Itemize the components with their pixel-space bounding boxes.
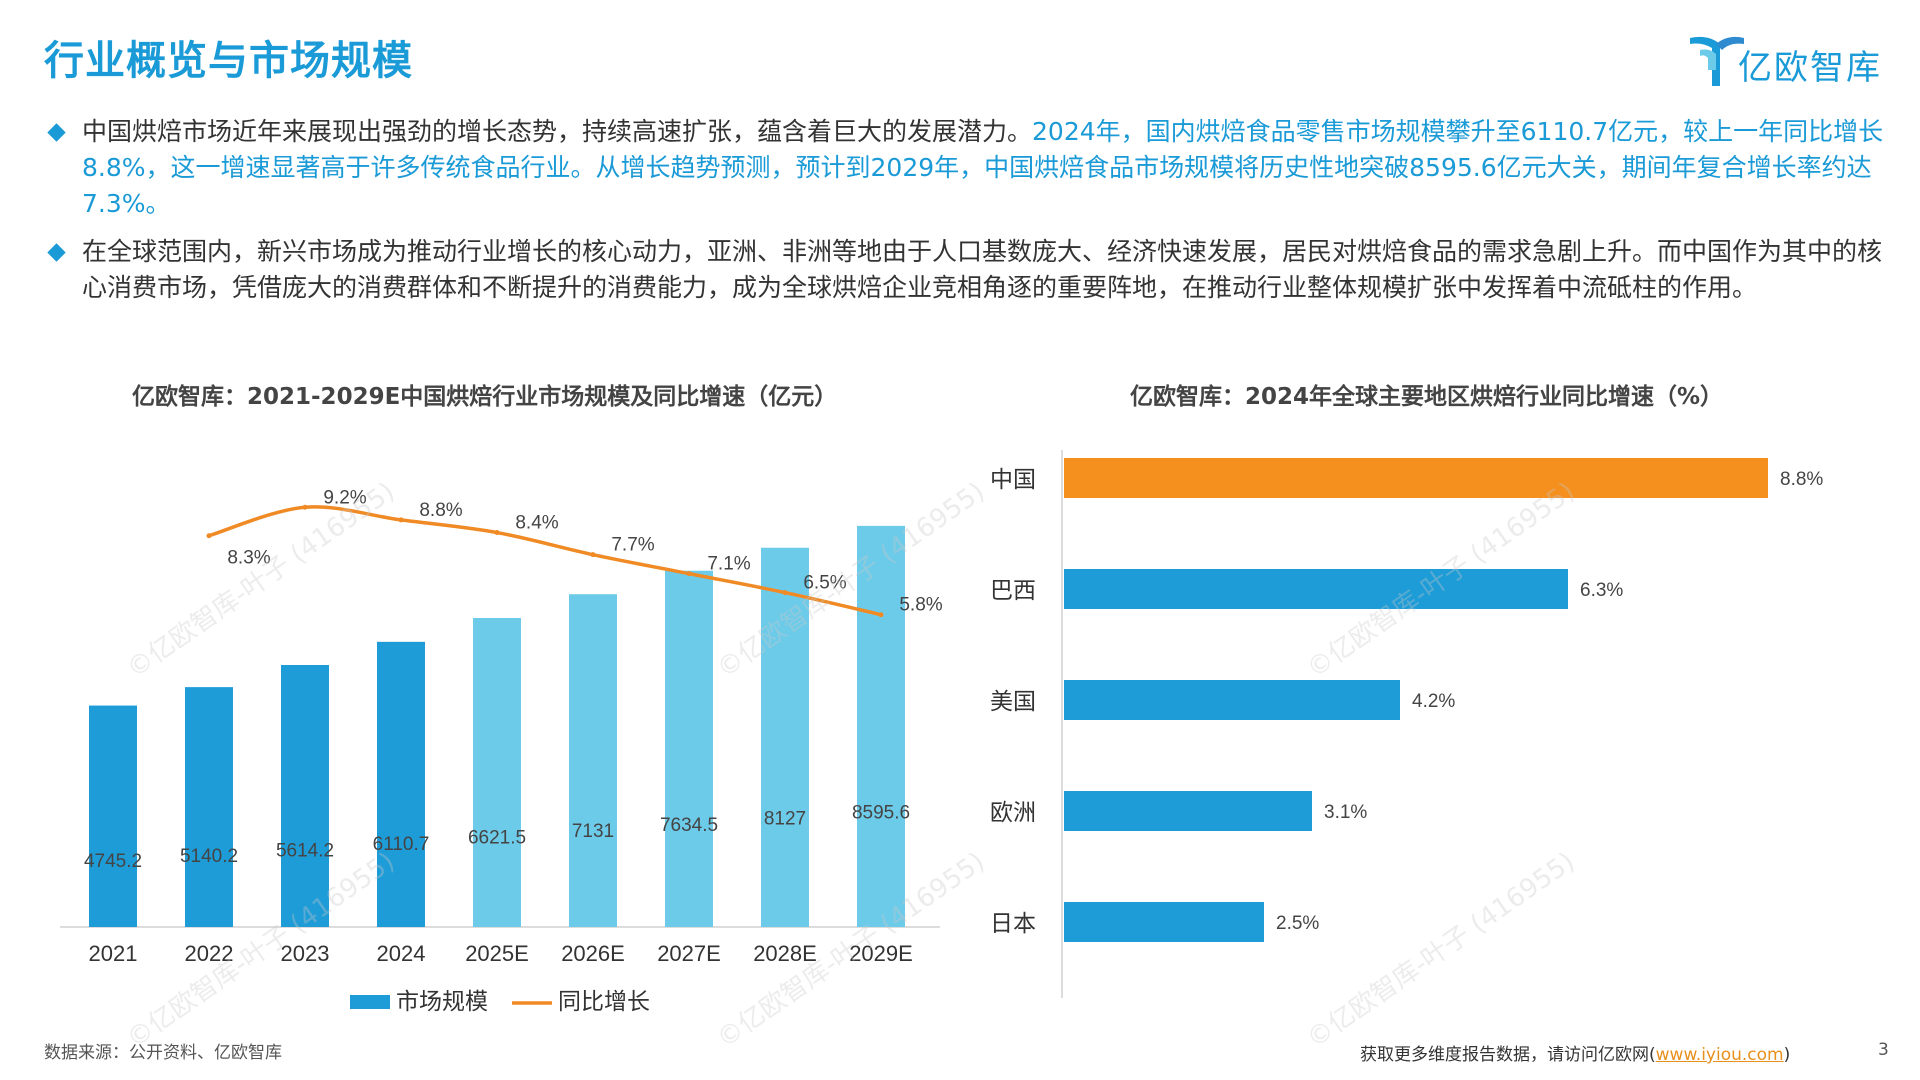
bar-data-label: 7131 [572, 821, 614, 842]
growth-data-label: 8.4% [515, 513, 558, 534]
growth-data-label: 9.2% [323, 487, 366, 508]
bar-data-label: 6.3% [1580, 580, 1623, 601]
bar-market-size [569, 594, 617, 927]
diamond-bullet-icon [47, 123, 66, 142]
bar-data-label: 6110.7 [373, 834, 430, 855]
region-growth-chart: 8.8% 中国 6.3% 巴西 4.2% 美国 3.1% 欧洲 2.5% 日本 [990, 450, 1823, 998]
bar-region-growth [1064, 791, 1312, 831]
bar-region-growth [1064, 458, 1768, 498]
growth-data-label: 8.3% [227, 548, 270, 569]
bullet-item: 在全球范围内，新兴市场成为推动行业增长的核心动力，亚洲、非洲等地由于人口基数庞大… [44, 234, 1894, 306]
x-tick-label: 2021 [89, 941, 138, 966]
growth-point [686, 571, 692, 577]
y-tick-label: 巴西 [990, 577, 1036, 603]
legend-swatch-market-size [350, 995, 390, 1009]
bullet-text: 在全球范围内，新兴市场成为推动行业增长的核心动力，亚洲、非洲等地由于人口基数庞大… [82, 237, 1883, 302]
growth-data-label: 7.7% [611, 535, 654, 556]
bar-data-label: 5614.2 [276, 840, 334, 861]
bar-region-growth [1064, 569, 1568, 609]
diamond-bullet-icon [47, 243, 66, 262]
bar-data-label: 8595.6 [852, 803, 910, 824]
bullet-highlight-text: 2024年，国内烘焙食品零售市场规模攀升至6110.7亿元，较上一年同比增长8.… [82, 117, 1884, 218]
iyiou-link[interactable]: www.iyiou.com [1655, 1045, 1784, 1065]
bullet-text: 中国烘焙市场近年来展现出强劲的增长态势，持续高速扩张，蕴含着巨大的发展潜力。 [82, 117, 1033, 146]
bar-market-size [89, 705, 137, 927]
bar-data-label: 7634.5 [660, 815, 718, 836]
x-tick-label: 2027E [657, 941, 721, 966]
chart-title-region-growth: 亿欧智库：2024年全球主要地区烘焙行业同比增速（%） [1130, 384, 1724, 410]
growth-data-label: 5.8% [899, 595, 942, 616]
footer-more-prefix: 获取更多维度报告数据，请访问亿欧网( [1360, 1045, 1656, 1065]
growth-data-label: 7.1% [707, 554, 750, 575]
y-tick-label: 美国 [990, 688, 1036, 714]
bar-data-label: 3.1% [1324, 802, 1367, 823]
legend-label-market-size: 市场规模 [396, 988, 488, 1014]
bar-data-label: 5140.2 [180, 846, 238, 867]
page-title: 行业概览与市场规模 [44, 38, 413, 84]
growth-point [398, 517, 404, 523]
bar-data-label: 4745.2 [84, 851, 142, 872]
market-size-chart: 4745.2 2021 5140.2 2022 5614.2 2023 6110.7 2024… [60, 487, 943, 1014]
growth-data-label: 6.5% [803, 573, 846, 594]
growth-point [206, 533, 212, 539]
data-source: 数据来源：公开资料、亿欧智库 [44, 1043, 282, 1063]
x-tick-label: 2026E [561, 941, 625, 966]
bar-market-size [377, 641, 425, 927]
page-number: 3 [1878, 1040, 1889, 1060]
bullet-item: 中国烘焙市场近年来展现出强劲的增长态势，持续高速扩张，蕴含着巨大的发展潜力。20… [44, 114, 1894, 222]
footer-more-suffix: ) [1783, 1045, 1791, 1065]
x-tick-label: 2028E [753, 941, 817, 966]
bar-market-size [473, 617, 521, 927]
bar-data-label: 4.2% [1412, 691, 1455, 712]
x-tick-label: 2025E [465, 941, 529, 966]
growth-data-label: 8.8% [419, 500, 462, 521]
logo-icon [1690, 36, 1744, 86]
footer-more-info: 获取更多维度报告数据，请访问亿欧网(www.iyiou.com) [1360, 1040, 1790, 1065]
x-tick-label: 2024 [377, 941, 426, 966]
bar-market-size [185, 687, 233, 927]
logo-text: 亿欧智库 [1738, 48, 1882, 88]
bar-region-growth [1064, 902, 1264, 942]
bar-data-label: 8.8% [1780, 469, 1823, 490]
bar-market-size [665, 570, 713, 927]
growth-point [494, 530, 500, 536]
growth-point [590, 552, 596, 558]
summary-bullets: 中国烘焙市场近年来展现出强劲的增长态势，持续高速扩张，蕴含着巨大的发展潜力。20… [44, 114, 1894, 318]
bar-market-size [281, 665, 329, 927]
y-tick-label: 日本 [990, 910, 1036, 936]
bar-market-size [761, 547, 809, 927]
y-tick-label: 欧洲 [990, 799, 1036, 825]
bar-data-label: 8127 [764, 809, 806, 830]
growth-point [782, 590, 788, 596]
x-tick-label: 2022 [185, 941, 234, 966]
chart-title-market-size: 亿欧智库：2021-2029E中国烘焙行业市场规模及同比增速（亿元） [132, 384, 838, 410]
legend-label-growth: 同比增长 [558, 988, 650, 1014]
bar-data-label: 2.5% [1276, 913, 1319, 934]
growth-point [302, 504, 308, 510]
bar-market-size [857, 525, 905, 927]
x-tick-label: 2029E [849, 941, 913, 966]
bar-region-growth [1064, 680, 1400, 720]
y-tick-label: 中国 [990, 466, 1036, 492]
growth-point [878, 612, 884, 618]
x-tick-label: 2023 [281, 941, 330, 966]
bar-data-label: 6621.5 [468, 828, 526, 849]
